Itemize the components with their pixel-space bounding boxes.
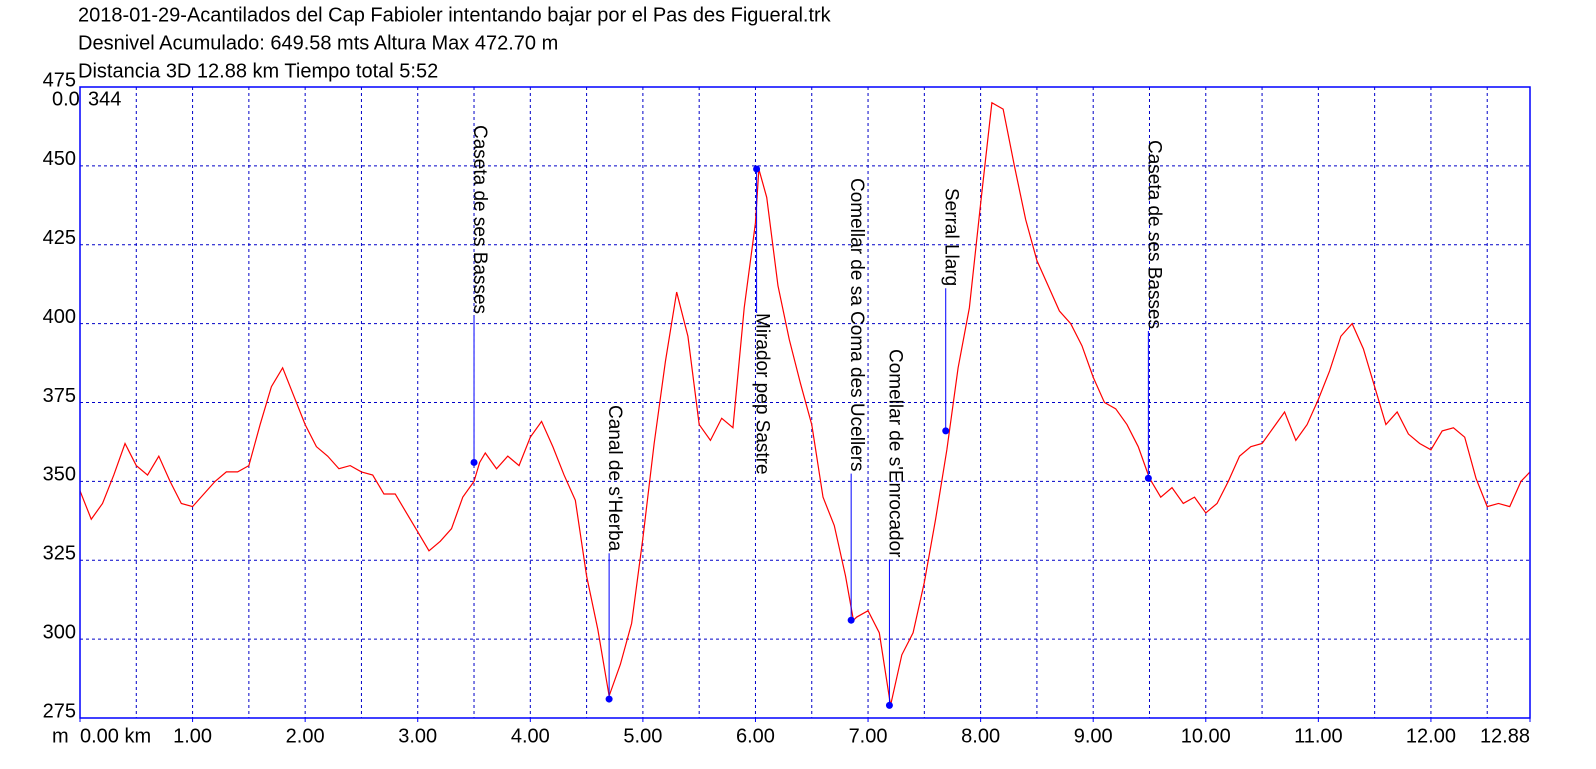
- y-tick-label: 400: [43, 306, 76, 328]
- x-tick-label: 11.00: [1294, 725, 1343, 747]
- x-tick-label: 4.00: [511, 725, 550, 747]
- x-tick-label: 0.00 km: [80, 725, 151, 747]
- waypoint: [1144, 474, 1152, 482]
- y-tick-label: 300: [43, 621, 76, 643]
- waypoint: [753, 165, 761, 173]
- y-tick-label: 475: [43, 69, 76, 91]
- waypoint: [470, 458, 478, 466]
- waypoint: [885, 701, 893, 709]
- corner-label: 344: [88, 88, 121, 110]
- y-tick-label: 375: [43, 385, 76, 407]
- y-tick-label: 275: [43, 700, 76, 722]
- waypoint-label: Canal de s'Herba: [604, 405, 625, 552]
- waypoint: [605, 695, 613, 703]
- waypoint: [942, 427, 950, 435]
- elevation-line: [79, 101, 1531, 706]
- x-tick-label: 2.00: [286, 725, 325, 747]
- y-tick-label: 450: [43, 148, 76, 170]
- x-tick-label: 5.00: [623, 725, 662, 747]
- x-tick-label: 1.00: [173, 725, 212, 747]
- title-line: Desnivel Acumulado: 649.58 mts Altura Ma…: [78, 32, 558, 54]
- x-tick-label: 3.00: [398, 725, 437, 747]
- title-line: 2018-01-29-Acantilados del Cap Fabioler …: [78, 4, 832, 26]
- waypoint-label: Caseta de ses Basses: [1143, 140, 1164, 329]
- x-tick-label: 8.00: [961, 725, 1000, 747]
- waypoint-label: Comellar de sa Coma des Ucellers: [846, 178, 867, 472]
- corner-label: 0.0: [52, 88, 80, 110]
- waypoint: [847, 616, 855, 624]
- x-tick-label: 12.00: [1406, 725, 1456, 747]
- plot-frame: [79, 86, 1531, 719]
- waypoint-label: Serral Llarg: [941, 188, 962, 286]
- x-tick-label: 10.00: [1181, 725, 1231, 747]
- y-tick-label: 350: [43, 464, 76, 486]
- x-unit-label: m: [52, 725, 69, 747]
- waypoint-label: Comellar de s'Enrocador: [884, 349, 905, 558]
- x-tick-label: 7.00: [849, 725, 888, 747]
- y-tick-label: 425: [43, 227, 76, 249]
- waypoint-label: Mirador pep Sastre: [752, 313, 773, 475]
- y-tick-label: 325: [43, 543, 76, 565]
- x-tick-label: 12.88: [1480, 725, 1530, 747]
- title-line: Distancia 3D 12.88 km Tiempo total 5:52: [78, 60, 438, 82]
- waypoint-label: Caseta de ses Basses: [469, 125, 490, 314]
- x-tick-label: 9.00: [1074, 725, 1113, 747]
- x-tick-label: 6.00: [736, 725, 775, 747]
